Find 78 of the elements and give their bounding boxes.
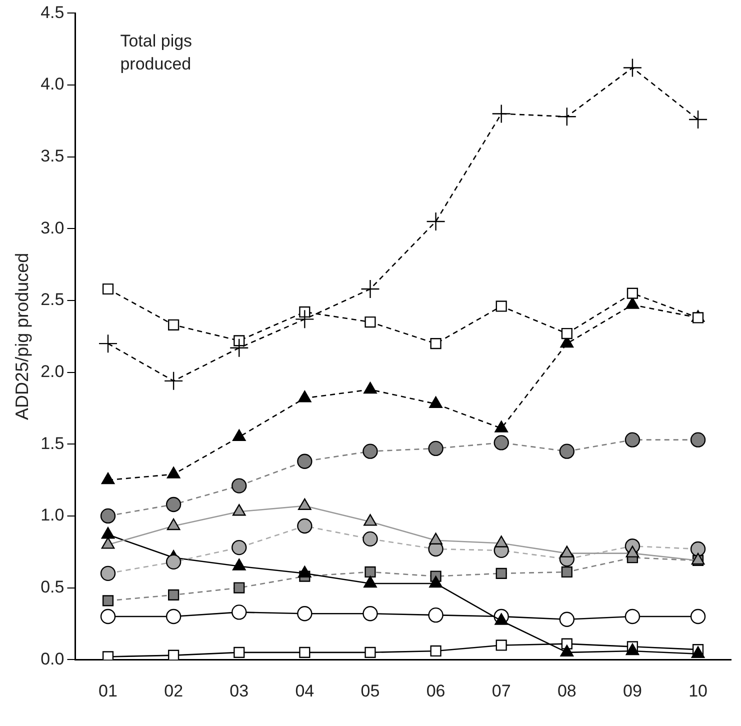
point: [624, 432, 640, 448]
point: [299, 646, 310, 658]
point: [102, 595, 114, 606]
point: [232, 478, 247, 494]
point: [362, 606, 378, 622]
point: [295, 310, 314, 329]
x-tick-label: 10: [688, 681, 708, 700]
point: [364, 566, 376, 578]
x-tick-label: 05: [360, 681, 380, 700]
point: [622, 58, 642, 78]
point: [234, 582, 245, 594]
point: [100, 566, 116, 582]
point: [496, 640, 507, 651]
annotation: Total pigs produced: [120, 31, 192, 74]
point: [168, 319, 180, 330]
point: [690, 541, 706, 557]
point: [168, 650, 180, 660]
point: [100, 508, 116, 524]
point: [561, 566, 572, 578]
x-tick-label: 04: [295, 681, 314, 700]
y-axis-title: ADD25/pig produced: [12, 252, 32, 420]
point: [690, 432, 706, 448]
point: [297, 454, 312, 469]
x-tick-label: 02: [164, 681, 184, 700]
point: [297, 606, 312, 622]
point: [230, 338, 249, 358]
x-tick-label: 01: [98, 681, 118, 700]
point: [559, 612, 575, 627]
point: [164, 371, 184, 391]
point: [234, 646, 245, 658]
x-tick-label: 08: [557, 681, 576, 700]
point: [559, 444, 575, 459]
x-tick-label: 07: [492, 681, 511, 700]
point: [688, 110, 708, 130]
point: [166, 608, 182, 624]
point: [232, 604, 247, 620]
point: [98, 334, 118, 354]
point: [428, 440, 444, 456]
point: [102, 283, 114, 295]
point: [232, 540, 247, 556]
point: [362, 444, 378, 459]
point: [492, 104, 511, 124]
point: [494, 435, 509, 450]
point: [297, 518, 312, 534]
point: [428, 607, 444, 623]
y-tick-label: 1.0: [40, 506, 64, 525]
point: [166, 496, 182, 512]
point: [100, 608, 116, 624]
point: [557, 107, 577, 126]
y-tick-label: 3.5: [40, 146, 64, 166]
point: [626, 288, 638, 299]
point: [430, 338, 442, 350]
point: [166, 554, 182, 570]
point: [496, 568, 507, 579]
point: [364, 316, 376, 328]
y-tick-label: 1.5: [40, 434, 64, 453]
y-tick-label: 0.0: [40, 649, 64, 668]
y-tick-label: 4.0: [40, 74, 64, 94]
x-tick-label: 03: [230, 681, 249, 700]
point: [362, 531, 378, 547]
point: [364, 646, 376, 658]
point: [426, 212, 446, 232]
point: [561, 328, 572, 340]
y-tick-label: 2.0: [40, 362, 64, 381]
point: [496, 300, 507, 312]
point: [430, 645, 442, 657]
point: [690, 608, 706, 624]
point: [102, 651, 114, 660]
point: [360, 279, 380, 299]
y-tick-label: 2.5: [40, 290, 64, 310]
x-tick-label: 09: [623, 681, 642, 700]
point: [168, 589, 180, 601]
y-tick-label: 0.5: [40, 577, 64, 596]
point: [692, 312, 704, 324]
x-tick-label: 06: [426, 681, 446, 700]
y-tick-label: 4.5: [40, 2, 64, 22]
y-tick-label: 3.0: [40, 218, 64, 238]
point: [624, 608, 640, 624]
